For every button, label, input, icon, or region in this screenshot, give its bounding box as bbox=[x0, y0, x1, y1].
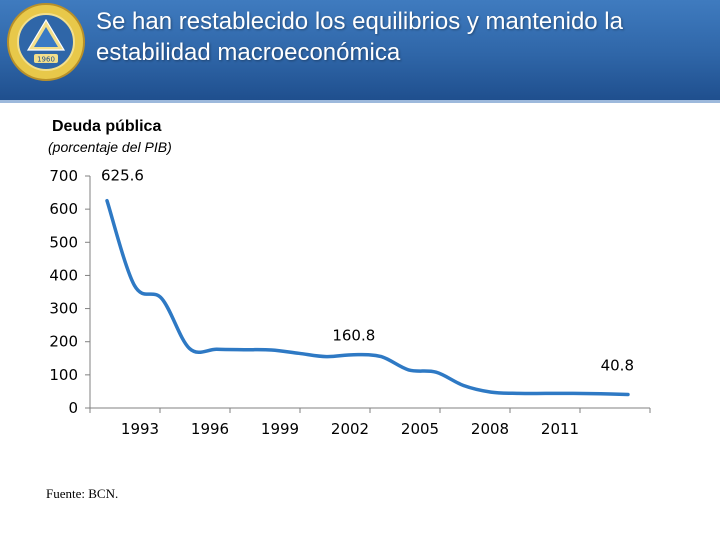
y-tick-label: 400 bbox=[49, 266, 78, 284]
debt-line-chart: 0 100 200 300 400 500 600 700 1993 1996 1999 2002 2… bbox=[49, 167, 651, 438]
slide-header: 1960 Se han restablecido los equilibrios… bbox=[0, 0, 720, 100]
source-note: Fuente: BCN. bbox=[46, 486, 119, 501]
x-tick-label: 1996 bbox=[191, 420, 229, 438]
chart-subtitle: (porcentaje del PIB) bbox=[48, 139, 172, 155]
data-label-160-8: 160.8 bbox=[332, 327, 375, 345]
svg-text:1960: 1960 bbox=[37, 56, 55, 64]
bcn-seal-logo: 1960 bbox=[7, 3, 85, 81]
y-axis: 0 100 200 300 400 500 600 700 bbox=[49, 167, 91, 417]
y-tick-label: 0 bbox=[68, 399, 78, 417]
y-tick-label: 500 bbox=[49, 233, 78, 251]
y-tick-label: 600 bbox=[49, 200, 78, 218]
x-tick-label: 1993 bbox=[121, 420, 159, 438]
x-tick-label: 1999 bbox=[261, 420, 299, 438]
series-line bbox=[105, 198, 630, 397]
x-tick-label: 2008 bbox=[471, 420, 509, 438]
x-tick-label: 2011 bbox=[541, 420, 579, 438]
y-tick-label: 100 bbox=[49, 366, 78, 384]
x-tick-label: 2005 bbox=[401, 420, 439, 438]
x-tick-label: 2002 bbox=[331, 420, 369, 438]
y-tick-label: 700 bbox=[49, 167, 78, 185]
header-divider bbox=[0, 100, 720, 103]
data-label-625-6: 625.6 bbox=[101, 167, 144, 185]
series-debt bbox=[105, 198, 630, 397]
slide-title: Se han restablecido los equilibrios y ma… bbox=[96, 8, 623, 66]
data-label-40-8: 40.8 bbox=[601, 356, 634, 374]
y-tick-label: 200 bbox=[49, 333, 78, 351]
data-labels: 625.6 160.8 40.8 bbox=[101, 167, 634, 375]
x-axis: 1993 1996 1999 2002 2005 2008 2011 bbox=[89, 407, 651, 438]
chart-title: Deuda pública bbox=[52, 118, 162, 135]
y-tick-label: 300 bbox=[49, 300, 78, 318]
